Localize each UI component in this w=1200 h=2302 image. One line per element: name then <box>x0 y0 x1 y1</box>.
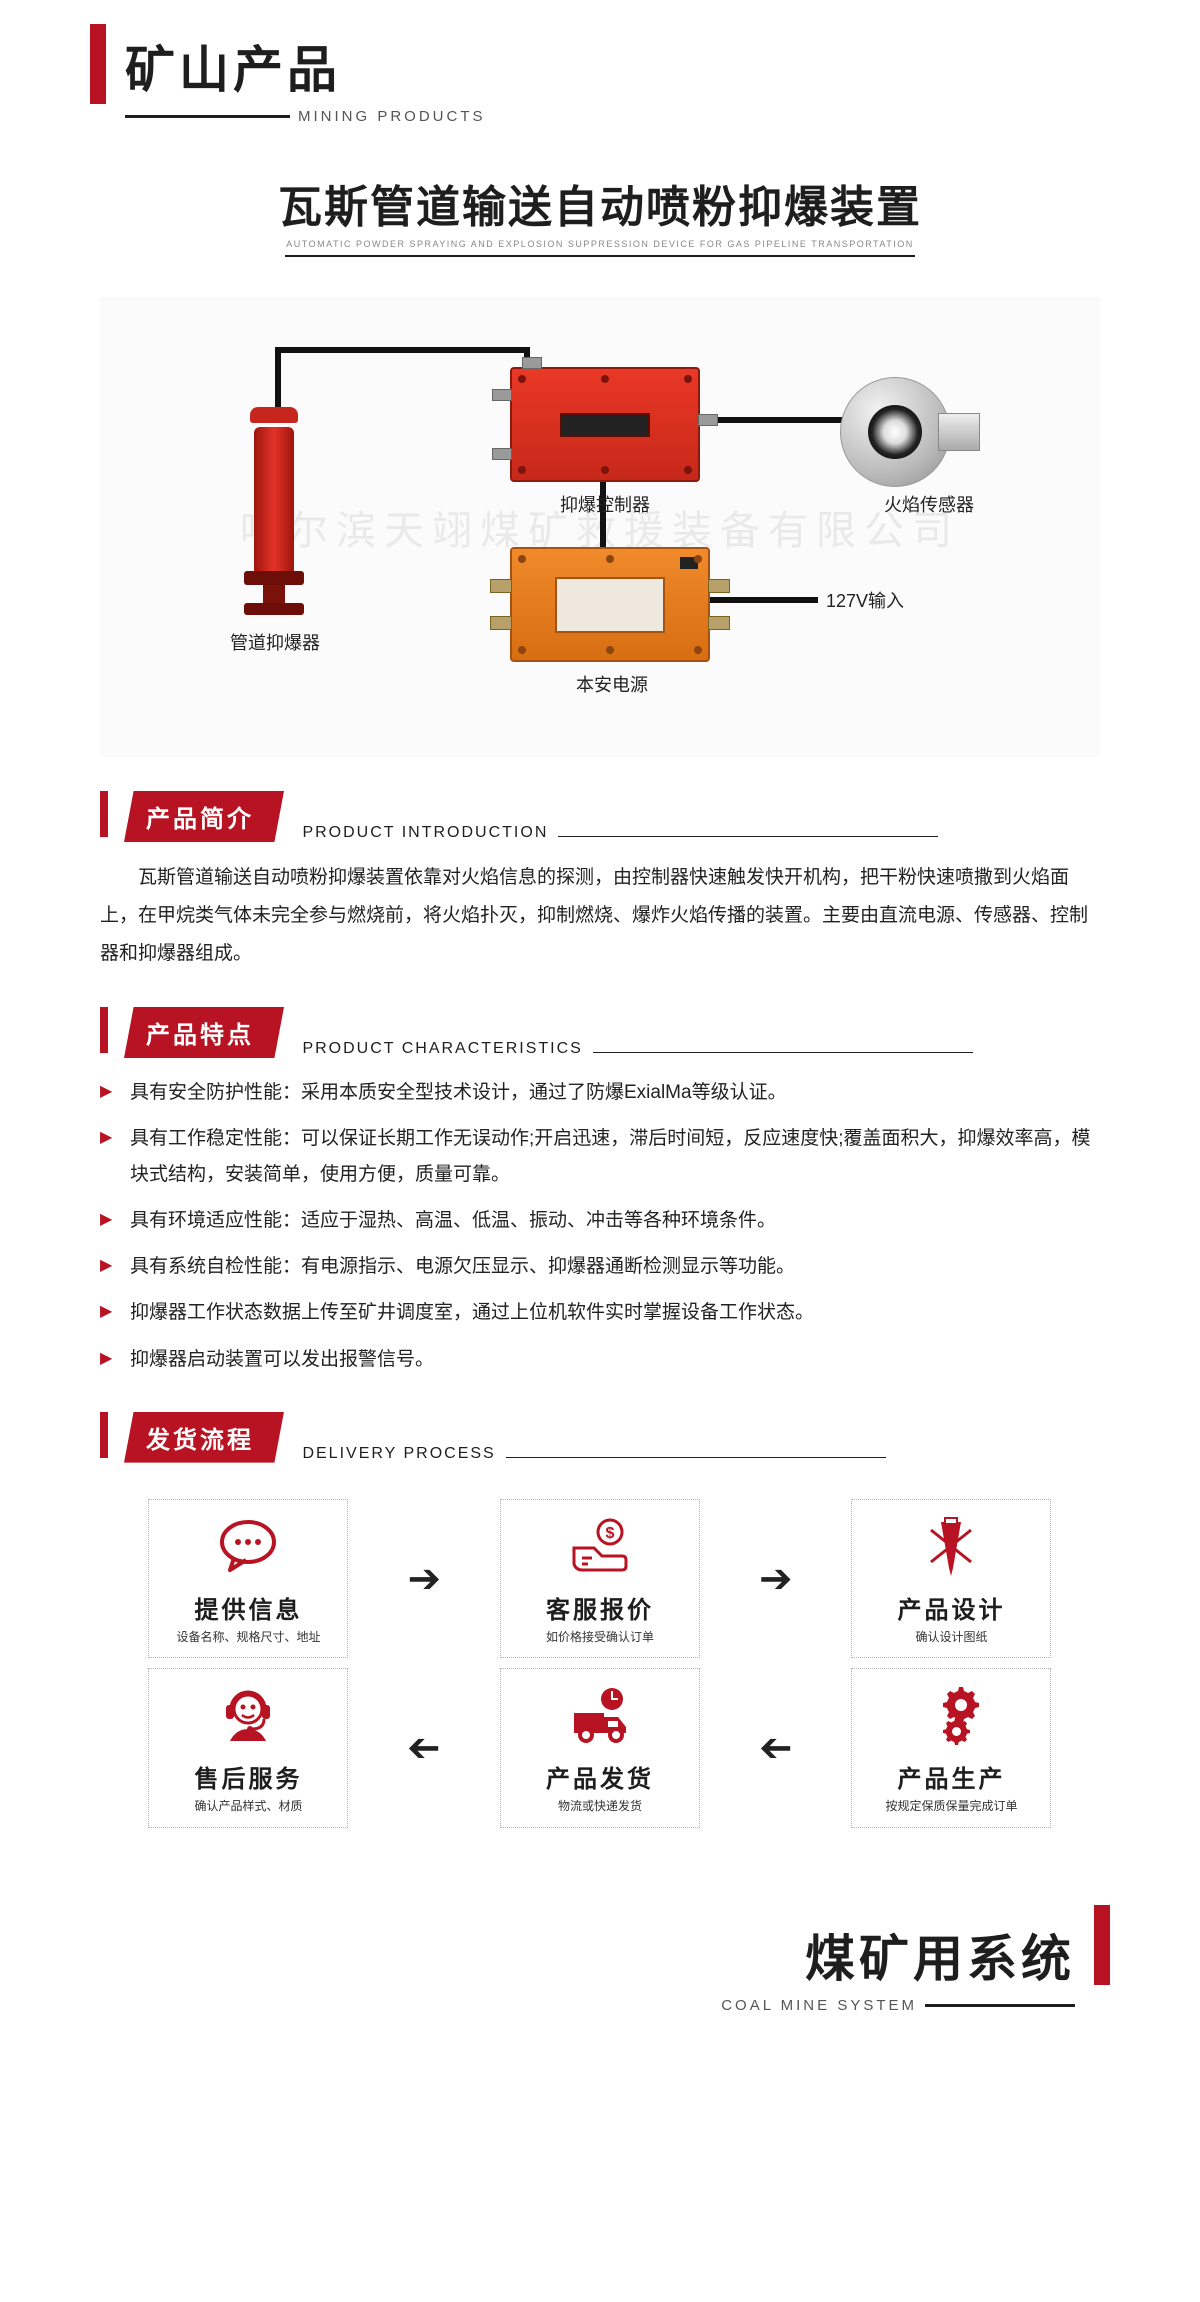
section-line <box>593 1052 973 1053</box>
product-title-underline <box>285 255 915 257</box>
section-subtitle-en: DELIVERY PROCESS <box>302 1445 495 1463</box>
svg-text:$: $ <box>606 1525 615 1542</box>
page-footer: 煤矿用系统 COAL MINE SYSTEM <box>0 1889 1200 2064</box>
accent-bar <box>90 24 106 104</box>
delivery-flow: 提供信息 设备名称、规格尺寸、地址 ➔ $ 客服报价 如价格接受确认订单 ➔ 产品设… <box>100 1488 1100 1840</box>
header-title-cn: 矿山产品 <box>125 30 1200 102</box>
produce-icon <box>915 1679 987 1751</box>
section-subtitle-en: PRODUCT CHARACTERISTICS <box>302 1040 582 1058</box>
section-line <box>506 1457 886 1458</box>
header-underline <box>125 115 290 118</box>
feature-item: 具有工作稳定性能：可以保证长期工作无误动作;开启迅速，滞后时间短，反应速度快;覆… <box>100 1121 1100 1193</box>
footer-title-cn: 煤矿用系统 <box>0 1919 1075 1991</box>
arrow-right-icon: ➔ <box>755 1556 797 1602</box>
section-accent <box>100 1007 108 1053</box>
flow-step-title: 产品发货 <box>505 1759 695 1794</box>
section-delivery: 发货流程 DELIVERY PROCESS <box>100 1412 1100 1458</box>
ship-icon <box>564 1679 636 1751</box>
flow-step-sub: 物流或快递发货 <box>505 1798 695 1815</box>
section-subtitle-en: PRODUCT INTRODUCTION <box>302 824 548 842</box>
label-sensor: 火焰传感器 <box>884 491 974 517</box>
section-tab: 发货流程 <box>124 1412 284 1463</box>
system-diagram: 哈尔滨天翊煤矿救援装备有限公司 <box>100 297 1100 757</box>
device-controller <box>510 367 700 482</box>
label-input: 127V输入 <box>826 587 904 613</box>
section-line <box>558 836 938 837</box>
arrow-left-icon: ➔ <box>403 1725 445 1771</box>
feature-list: 具有安全防护性能：采用本质安全型技术设计，通过了防爆ExialMa等级认证。具有… <box>100 1075 1100 1378</box>
accent-bar <box>1094 1905 1110 1985</box>
section-tab: 产品特点 <box>124 1007 284 1058</box>
wire <box>275 347 530 353</box>
label-suppressor: 管道抑爆器 <box>230 629 320 655</box>
flow-step-title: 售后服务 <box>153 1759 343 1794</box>
feature-item: 抑爆器工作状态数据上传至矿井调度室，通过上位机软件实时掌握设备工作状态。 <box>100 1295 1100 1331</box>
section-accent <box>100 791 108 837</box>
footer-underline <box>925 2004 1075 2007</box>
footer-title-en: COAL MINE SYSTEM <box>721 1997 917 2014</box>
flow-step: 售后服务 确认产品样式、材质 <box>148 1668 348 1828</box>
flow-step: 产品生产 按规定保质保量完成订单 <box>851 1668 1051 1828</box>
arrow-left-icon: ➔ <box>755 1725 797 1771</box>
product-title-cn: 瓦斯管道输送自动喷粉抑爆装置 <box>0 171 1200 235</box>
flow-step-sub: 设备名称、规格尺寸、地址 <box>153 1629 343 1646</box>
design-icon <box>915 1510 987 1582</box>
flow-step-sub: 确认设计图纸 <box>856 1629 1046 1646</box>
label-controller: 抑爆控制器 <box>560 491 650 517</box>
flow-step: 产品设计 确认设计图纸 <box>851 1499 1051 1659</box>
flow-step: $ 客服报价 如价格接受确认订单 <box>500 1499 700 1659</box>
device-flame-sensor <box>840 377 980 487</box>
flow-step-sub: 如价格接受确认订单 <box>505 1629 695 1646</box>
feature-item: 抑爆器启动装置可以发出报警信号。 <box>100 1342 1100 1378</box>
arrow-right-icon: ➔ <box>403 1556 445 1602</box>
section-tab: 产品简介 <box>124 791 284 842</box>
flow-step-title: 产品设计 <box>856 1590 1046 1625</box>
flow-step-title: 客服报价 <box>505 1590 695 1625</box>
flow-step-title: 产品生产 <box>856 1759 1046 1794</box>
header-title-en: MINING PRODUCTS <box>298 108 486 125</box>
flow-step-sub: 按规定保质保量完成订单 <box>856 1798 1046 1815</box>
flow-step-title: 提供信息 <box>153 1590 343 1625</box>
intro-text: 瓦斯管道输送自动喷粉抑爆装置依靠对火焰信息的探测，由控制器快速触发快开机构，把干… <box>100 859 1100 973</box>
feature-item: 具有系统自检性能：有电源指示、电源欠压显示、抑爆器通断检测显示等功能。 <box>100 1249 1100 1285</box>
section-features: 产品特点 PRODUCT CHARACTERISTICS 具有安全防护性能：采用… <box>100 1007 1100 1378</box>
feature-item: 具有环境适应性能：适应于湿热、高温、低温、振动、冲击等各种环境条件。 <box>100 1203 1100 1239</box>
label-power: 本安电源 <box>576 671 648 697</box>
flow-step: 提供信息 设备名称、规格尺寸、地址 <box>148 1499 348 1659</box>
quote-icon: $ <box>564 1510 636 1582</box>
device-power-supply <box>510 547 710 662</box>
section-accent <box>100 1412 108 1458</box>
wire <box>708 597 818 603</box>
flow-step-sub: 确认产品样式、材质 <box>153 1798 343 1815</box>
section-introduction: 产品简介 PRODUCT INTRODUCTION 瓦斯管道输送自动喷粉抑爆装置… <box>100 791 1100 973</box>
product-title: 瓦斯管道输送自动喷粉抑爆装置 AUTOMATIC POWDER SPRAYING… <box>0 171 1200 257</box>
service-icon <box>212 1679 284 1751</box>
chat-icon <box>212 1510 284 1582</box>
device-pipe-suppressor <box>250 407 298 597</box>
feature-item: 具有安全防护性能：采用本质安全型技术设计，通过了防爆ExialMa等级认证。 <box>100 1075 1100 1111</box>
wire <box>275 347 281 407</box>
flow-step: 产品发货 物流或快递发货 <box>500 1668 700 1828</box>
page-header: 矿山产品 MINING PRODUCTS <box>0 0 1200 135</box>
product-title-en: AUTOMATIC POWDER SPRAYING AND EXPLOSION … <box>0 239 1200 249</box>
